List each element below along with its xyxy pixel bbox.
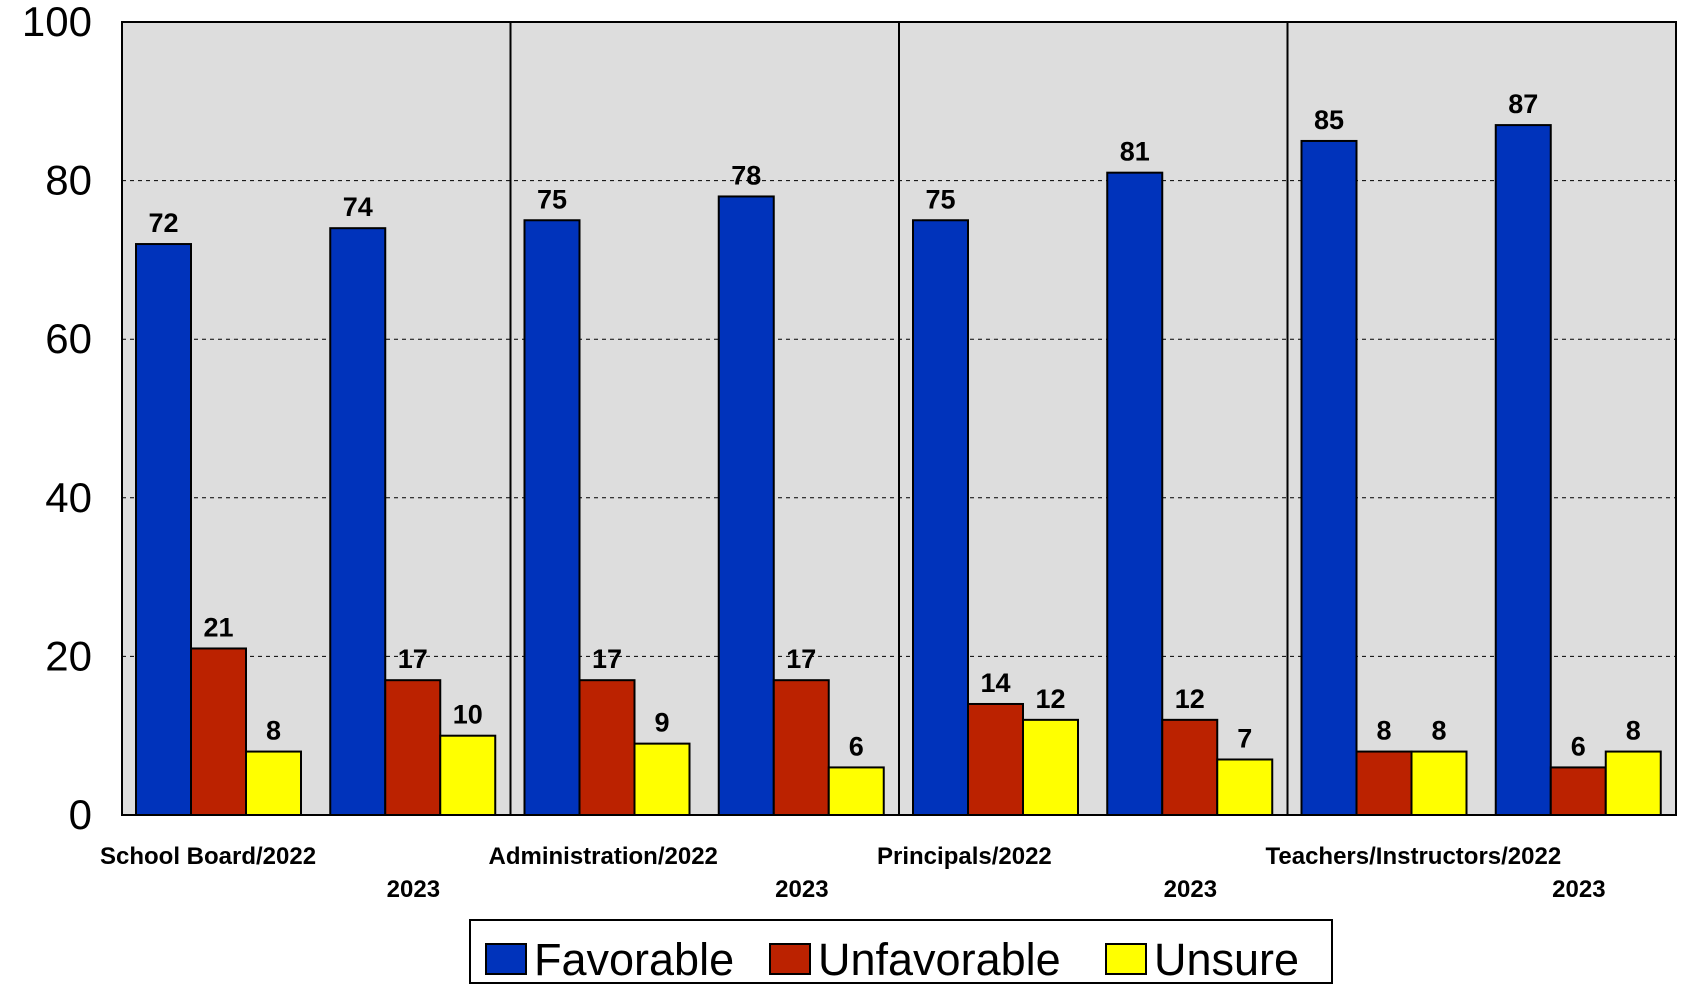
x-axis: School Board/2022 2023 Administration/2022… xyxy=(100,843,1606,903)
data-label: 17 xyxy=(592,644,622,674)
data-label: 7 xyxy=(1237,723,1252,753)
bar xyxy=(578,679,636,816)
bar xyxy=(1355,750,1413,816)
data-label: 10 xyxy=(453,700,483,730)
bar xyxy=(1410,750,1468,816)
bar xyxy=(1161,718,1219,817)
bar xyxy=(439,734,497,817)
data-label: 14 xyxy=(980,668,1010,698)
data-label: 17 xyxy=(398,644,428,674)
bar xyxy=(245,750,302,816)
y-tick-label: 60 xyxy=(45,315,92,362)
bar xyxy=(827,766,885,816)
bar xyxy=(967,702,1024,816)
data-label: 87 xyxy=(1508,89,1538,119)
y-tick-label: 40 xyxy=(45,474,92,521)
bar xyxy=(1549,766,1607,816)
y-axis: 0 20 40 60 80 100 xyxy=(22,0,92,838)
bar xyxy=(1216,758,1274,816)
y-tick-label: 0 xyxy=(69,791,92,838)
data-label: 12 xyxy=(1035,684,1065,714)
data-label: 8 xyxy=(266,716,281,746)
data-label: 72 xyxy=(148,208,178,238)
bar xyxy=(329,227,387,816)
y-tick-label: 80 xyxy=(45,157,92,204)
x-category-label: School Board/2022 xyxy=(100,843,316,870)
x-category-sublabel: 2023 xyxy=(775,876,828,903)
data-label: 6 xyxy=(849,731,864,761)
bar xyxy=(1604,750,1662,816)
data-label: 8 xyxy=(1431,716,1446,746)
bar xyxy=(1106,171,1164,817)
bar xyxy=(1022,718,1079,817)
x-category-label: Administration/2022 xyxy=(489,843,718,870)
x-category-sublabel: 2023 xyxy=(387,876,440,903)
data-label: 6 xyxy=(1571,731,1586,761)
bar xyxy=(1300,139,1358,816)
data-label: 78 xyxy=(731,160,761,190)
x-category-label: Principals/2022 xyxy=(877,843,1052,870)
bar xyxy=(912,219,969,816)
x-category-sublabel: 2023 xyxy=(1552,876,1605,903)
data-label: 9 xyxy=(654,708,669,738)
plot-border xyxy=(121,21,1677,816)
bar xyxy=(1494,124,1552,816)
legend-label: Unfavorable xyxy=(818,934,1061,985)
bar xyxy=(717,195,775,816)
x-category-sublabel: 2023 xyxy=(1164,876,1217,903)
data-label: 81 xyxy=(1120,137,1150,167)
data-label: 74 xyxy=(343,192,373,222)
legend-label: Favorable xyxy=(534,934,734,985)
legend: Favorable Unfavorable Unsure xyxy=(469,919,1333,985)
data-label: 21 xyxy=(203,612,233,642)
bar xyxy=(633,742,691,817)
legend-swatch xyxy=(485,943,527,975)
group-dividers xyxy=(509,22,1289,815)
bar xyxy=(384,679,442,816)
y-tick-label: 100 xyxy=(22,0,92,45)
x-category-label: Teachers/Instructors/2022 xyxy=(1266,843,1562,870)
bar xyxy=(135,243,192,817)
data-label: 75 xyxy=(925,184,955,214)
data-label: 8 xyxy=(1376,716,1391,746)
legend-box xyxy=(469,919,1333,984)
legend-swatch xyxy=(1105,943,1147,975)
bar xyxy=(772,679,830,816)
legend-swatch xyxy=(769,943,811,975)
data-label: 12 xyxy=(1175,684,1205,714)
data-labels: 72 21 8 74 17 10 75 17 9 78 17 6 75 14 12 81 12 7 85 8 8 87 6 8 xyxy=(148,89,1640,761)
plot-frame xyxy=(121,21,1677,816)
data-label: 8 xyxy=(1626,716,1641,746)
data-label: 85 xyxy=(1314,105,1344,135)
bar xyxy=(190,647,247,816)
legend-label: Unsure xyxy=(1154,934,1299,985)
y-tick-label: 20 xyxy=(45,632,92,679)
data-label: 75 xyxy=(537,184,567,214)
bar xyxy=(523,219,581,816)
data-label: 17 xyxy=(786,644,816,674)
